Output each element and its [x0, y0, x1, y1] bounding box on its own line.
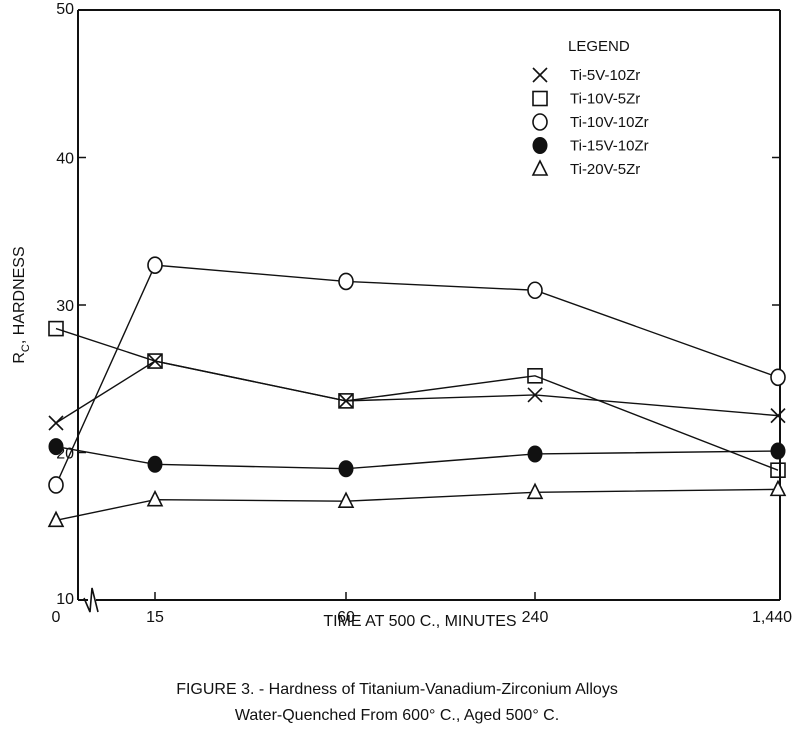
data-point-series-3 — [770, 368, 786, 387]
data-point-series-1 — [527, 387, 543, 403]
data-point-series-1 — [338, 393, 354, 409]
x-marker-stroke — [338, 393, 354, 409]
legend-entry-label: Ti-15V-10Zr — [570, 138, 649, 155]
y-axis-label-main: R — [11, 352, 28, 364]
svg-text:RC, HARDNESS: RC, HARDNESS — [11, 246, 32, 363]
legend-title: LEGEND — [568, 38, 630, 55]
x-tick-label: 0 — [52, 609, 61, 626]
x-marker-stroke — [770, 408, 786, 424]
data-point-series-4 — [147, 455, 163, 473]
legend-entry-label: Ti-5V-10Zr — [570, 67, 640, 84]
plot-frame — [77, 9, 781, 613]
x-marker-stroke — [527, 387, 543, 403]
data-point-series-3 — [48, 476, 64, 494]
data-point-series-4 — [48, 438, 64, 456]
y-tick-label: 10 — [56, 591, 74, 608]
y-tick-label: 40 — [56, 151, 74, 168]
series-line-5 — [55, 488, 779, 522]
legend-marker — [531, 159, 549, 176]
x-tick-label: 1,440 — [752, 609, 792, 626]
legend: LEGEND Ti-5V-10Zr Ti-10V-5Zr Ti-10V-10Zr Ti-… — [531, 38, 649, 178]
y-axis-label: RC, HARDNESS — [11, 246, 32, 363]
data-point-series-5 — [146, 489, 164, 507]
data-point-series-3 — [527, 281, 543, 300]
caption-line-1: FIGURE 3. - Hardness of Titanium-Vanadiu… — [176, 681, 618, 698]
series-line-2 — [55, 327, 779, 471]
x-tick-label: 15 — [146, 609, 164, 626]
x-marker-stroke — [532, 67, 548, 83]
legend-marker — [532, 90, 548, 107]
data-point-series-4 — [770, 442, 786, 460]
x-ticks: 0 15 60 240 1,440 — [52, 592, 792, 626]
legend-marker — [532, 113, 548, 131]
series-line-4 — [55, 445, 779, 470]
x-marker-stroke — [48, 415, 64, 431]
data-point-series-1 — [770, 408, 786, 424]
data-point-series-5 — [47, 510, 65, 528]
data-point-series-3 — [338, 272, 354, 291]
y-tick-label: 50 — [56, 1, 74, 18]
data-point-series-5 — [526, 482, 544, 500]
legend-entry-label: Ti-10V-5Zr — [570, 91, 640, 108]
data-point-series-2 — [147, 353, 163, 369]
data-point-series-2 — [338, 393, 354, 409]
y-axis-label-rest: , HARDNESS — [11, 246, 28, 344]
data-point-series-2 — [527, 367, 543, 384]
legend-entry-label: Ti-10V-10Zr — [570, 114, 649, 131]
y-tick-label: 30 — [56, 298, 74, 315]
data-point-series-2 — [770, 462, 786, 479]
data-point-series-1 — [48, 415, 64, 431]
data-point-series-4 — [338, 460, 354, 478]
x-tick-label: 60 — [337, 609, 355, 626]
data-point-series-5 — [337, 491, 355, 508]
data-point-series-1 — [147, 353, 163, 369]
x-axis-label: TIME AT 500 C., MINUTES — [323, 613, 516, 630]
caption-line-2: Water-Quenched From 600° C., Aged 500° C… — [235, 707, 559, 724]
data-point-series-5 — [769, 479, 787, 497]
data-point-series-2 — [48, 320, 64, 337]
axis-break-mark — [83, 587, 99, 613]
data-point-series-4 — [527, 445, 543, 463]
legend-entry-label: Ti-20V-5Zr — [570, 161, 640, 178]
series-layer — [47, 256, 787, 528]
x-marker-stroke — [147, 353, 163, 369]
legend-marker — [532, 137, 548, 154]
x-tick-label: 240 — [522, 609, 549, 626]
legend-marker — [532, 67, 548, 83]
y-axis-label-sub: C — [20, 344, 32, 352]
data-point-series-3 — [147, 256, 163, 274]
